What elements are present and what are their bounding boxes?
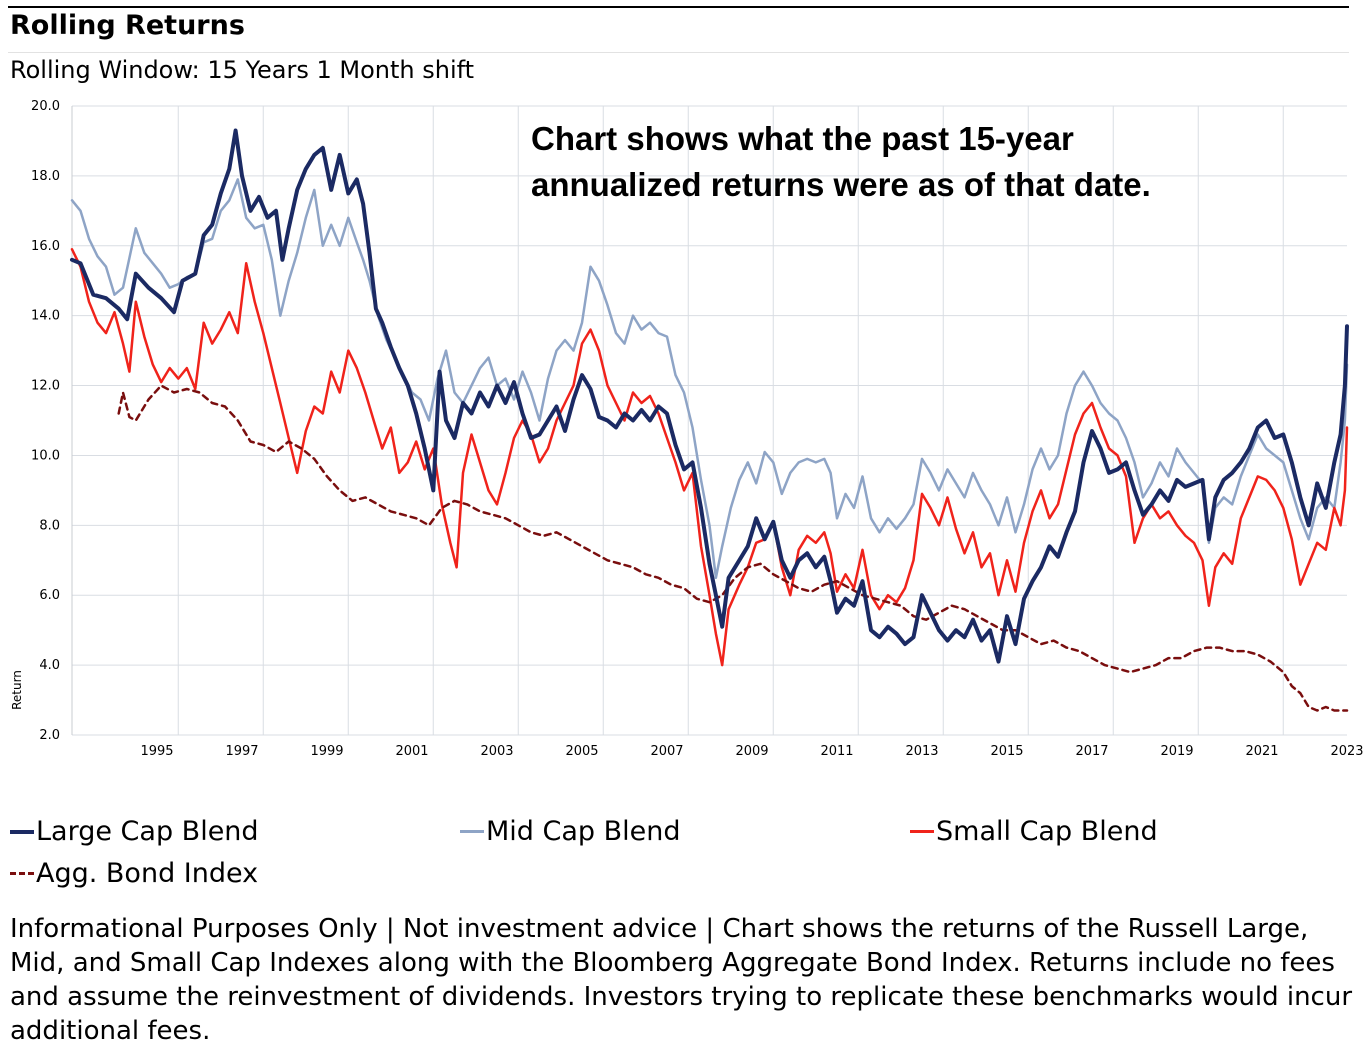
x-tick-label: 1999 [310,744,343,759]
x-tick-label: 2023 [1330,744,1363,759]
y-tick-label: 14.0 [31,309,60,324]
legend-label-small-cap: Small Cap Blend [936,816,1158,847]
series-line-large [70,128,1349,664]
chart-title: Rolling Returns [10,10,245,41]
legend-label-agg-bond: Agg. Bond Index [36,858,259,889]
x-tick-label: 2007 [650,744,683,759]
annotation-layer: Chart shows what the past 15-year annuali… [531,120,1151,203]
chart-annotation-line: annualized returns were as of that date. [531,166,1151,203]
legend-label-mid-cap: Mid Cap Blend [486,816,681,847]
legend-item-small-cap[interactable]: Small Cap Blend [910,816,1158,847]
x-tick-label: 2009 [735,744,768,759]
series-layer [70,128,1349,712]
x-tick-label: 2011 [820,744,853,759]
y-tick-label: 18.0 [31,169,60,184]
x-tick-label: 2005 [565,744,598,759]
x-tick-label: 2017 [1075,744,1108,759]
top-rule [8,6,1349,8]
rolling-returns-chart: 2.0 4.0 6.0 8.0 10.0 12.0 14.0 16.0 18.0 20.0 1995… [10,99,1363,759]
legend-swatch-small-cap [910,830,934,833]
x-tick-label: 2021 [1245,744,1278,759]
y-tick-label: 6.0 [39,588,60,603]
title-divider [8,52,1349,53]
chart-annotation-line: Chart shows what the past 15-year [531,120,1074,157]
x-tick-label: 2013 [905,744,938,759]
legend-item-agg-bond[interactable]: Agg. Bond Index [10,858,258,889]
y-tick-label: 10.0 [31,448,60,463]
y-axis-title: Return [10,670,24,710]
y-tick-label: 4.0 [39,658,60,673]
legend-swatch-large-cap [10,829,34,834]
x-tick-label: 2001 [395,744,428,759]
chart-subtitle: Rolling Window: 15 Years 1 Month shift [10,56,475,84]
x-tick-label: 2015 [990,744,1023,759]
y-tick-label: 20.0 [31,99,60,114]
legend-swatch-mid-cap [460,830,484,833]
series-line-mid [70,178,1349,580]
y-tick-label: 16.0 [31,239,60,254]
legend-item-mid-cap[interactable]: Mid Cap Blend [460,816,681,847]
x-tick-label: 1997 [225,744,258,759]
legend-swatch-agg-bond [10,872,34,875]
x-tick-label: 1995 [140,744,173,759]
legend: Large Cap Blend Mid Cap Blend Small Cap … [10,816,1350,896]
axis-layer: 2.0 4.0 6.0 8.0 10.0 12.0 14.0 16.0 18.0 20.0 1995… [10,99,1363,759]
legend-item-large-cap[interactable]: Large Cap Blend [10,816,259,847]
y-tick-label: 8.0 [39,518,60,533]
legend-label-large-cap: Large Cap Blend [36,816,259,847]
x-tick-label: 2019 [1160,744,1193,759]
series-line-bond [117,384,1349,712]
y-tick-label: 2.0 [39,728,60,743]
y-tick-label: 12.0 [31,379,60,394]
disclaimer-footnote: Informational Purposes Only | Not invest… [10,914,1353,1046]
x-tick-label: 2003 [480,744,513,759]
